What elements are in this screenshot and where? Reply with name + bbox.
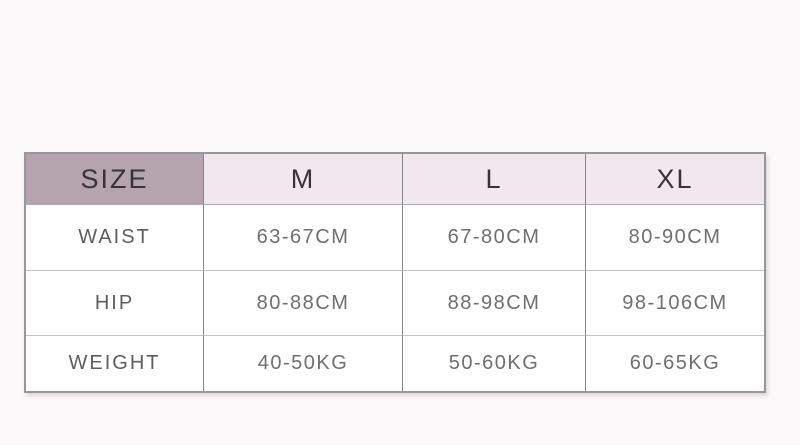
- cell-weight-m: 40-50KG: [204, 336, 403, 391]
- cell-hip-xl: 98-106CM: [586, 271, 764, 336]
- header-cell-size: SIZE: [26, 154, 204, 205]
- cell-weight-xl: 60-65KG: [629, 352, 721, 374]
- cell-weight-l: 50-60KG: [403, 336, 586, 391]
- header-cell-xl: XL: [586, 154, 764, 205]
- cell-hip-l: 88-98CM: [403, 271, 586, 336]
- header-cell-l: L: [403, 154, 586, 205]
- cell-waist-m: 63-67CM: [204, 205, 403, 271]
- cell-hip-m: 80-88CM: [204, 271, 403, 336]
- cell-waist-l: 67-80CM: [403, 205, 586, 271]
- row-label-hip: HIP: [26, 271, 204, 336]
- cell-waist-xl: 80-90CM: [586, 205, 764, 271]
- header-cell-m: M: [204, 154, 403, 205]
- row-label-waist: WAIST: [26, 205, 204, 271]
- size-chart-table: SIZE M L XL WAIST 63-67CM 67-80CM 80-90C…: [24, 152, 766, 393]
- row-label-weight: WEIGHT: [26, 336, 204, 391]
